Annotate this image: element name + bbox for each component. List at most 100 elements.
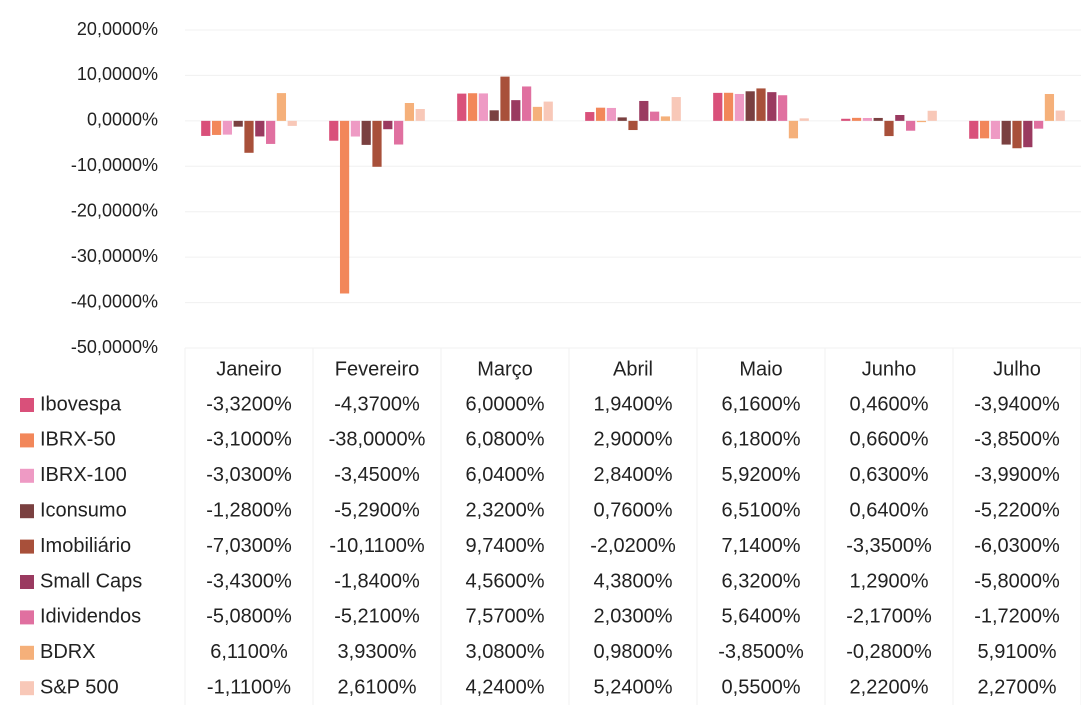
bar bbox=[969, 120, 979, 139]
table-value: -38,0000% bbox=[329, 429, 426, 451]
legend-label: Idividendos bbox=[40, 606, 141, 628]
table-value: 6,1100% bbox=[210, 641, 288, 663]
table-value: -1,8400% bbox=[334, 570, 420, 592]
table-value: 9,7400% bbox=[466, 535, 545, 557]
table-value: 6,0400% bbox=[466, 464, 545, 486]
bar bbox=[211, 120, 222, 135]
table-value: 2,3200% bbox=[466, 499, 545, 521]
bar bbox=[990, 120, 1000, 139]
table-value: -5,2200% bbox=[974, 499, 1060, 521]
legend-label: IBRX-50 bbox=[40, 429, 116, 451]
bar bbox=[415, 109, 425, 121]
table-value: -3,9900% bbox=[974, 464, 1060, 486]
table-value: -5,8000% bbox=[974, 570, 1060, 592]
table-value: -3,0300% bbox=[206, 464, 292, 486]
legend-swatch bbox=[20, 681, 34, 696]
table-value: 1,2900% bbox=[850, 570, 929, 592]
bar bbox=[1001, 120, 1011, 145]
bar bbox=[756, 88, 766, 121]
bar bbox=[511, 100, 521, 121]
legend-swatch bbox=[20, 575, 34, 589]
y-tick-label: 0,0000% bbox=[87, 110, 158, 130]
bar bbox=[873, 117, 883, 121]
legend-label: IBRX-100 bbox=[40, 464, 127, 486]
bar bbox=[799, 118, 809, 121]
bar bbox=[1023, 120, 1033, 148]
table-value: -3,3200% bbox=[206, 393, 292, 415]
table-value: -3,4300% bbox=[206, 570, 292, 592]
table-value: 0,6300% bbox=[850, 464, 929, 486]
table-value: 5,9200% bbox=[722, 464, 801, 486]
y-tick-label: -50,0000% bbox=[71, 337, 158, 357]
table-value: 6,1800% bbox=[722, 429, 801, 451]
bar bbox=[361, 120, 371, 145]
bar bbox=[478, 93, 488, 121]
table-value: 0,9800% bbox=[594, 641, 673, 663]
table-value: 0,6400% bbox=[850, 499, 929, 521]
x-tick-label: Julho bbox=[993, 358, 1041, 380]
table-value: -3,9400% bbox=[974, 393, 1060, 415]
table-value: 3,9300% bbox=[338, 641, 417, 663]
table-value: 5,2400% bbox=[594, 676, 673, 698]
bar bbox=[339, 120, 350, 294]
legend-label: Ibovespa bbox=[40, 393, 122, 415]
bar bbox=[394, 120, 404, 145]
bar bbox=[906, 120, 916, 131]
bar bbox=[467, 93, 478, 121]
table-value: -5,0800% bbox=[206, 606, 292, 628]
bar bbox=[788, 120, 799, 139]
bar bbox=[734, 93, 744, 121]
legend-label: S&P 500 bbox=[40, 676, 119, 698]
table-value: -2,0200% bbox=[590, 535, 676, 557]
legend-swatch bbox=[20, 504, 34, 519]
table-value: -1,1100% bbox=[207, 676, 291, 698]
table-value: -6,0300% bbox=[974, 535, 1060, 557]
table-value: -3,1000% bbox=[206, 429, 292, 451]
bar bbox=[1055, 110, 1065, 121]
bar bbox=[862, 117, 872, 121]
legend-swatch bbox=[20, 468, 34, 483]
bar bbox=[404, 103, 415, 121]
table-value: 7,1400% bbox=[722, 535, 801, 557]
bar bbox=[372, 120, 382, 167]
bar bbox=[543, 101, 553, 121]
bar bbox=[287, 120, 297, 126]
bar bbox=[255, 120, 265, 137]
bar bbox=[979, 120, 990, 139]
bar bbox=[628, 120, 638, 131]
bar bbox=[595, 107, 606, 121]
y-tick-label: -30,0000% bbox=[71, 246, 158, 266]
bar bbox=[841, 118, 851, 121]
bar bbox=[266, 120, 276, 144]
bar bbox=[1044, 94, 1055, 121]
table-value: -1,7200% bbox=[974, 606, 1060, 628]
bar bbox=[1012, 120, 1022, 149]
y-tick-label: -40,0000% bbox=[71, 291, 158, 311]
bar bbox=[1034, 120, 1044, 129]
bar bbox=[489, 110, 499, 121]
legend-swatch bbox=[20, 645, 34, 660]
bar bbox=[884, 120, 894, 137]
table-value: -5,2100% bbox=[334, 606, 420, 628]
x-tick-label: Março bbox=[477, 358, 533, 380]
table-value: -5,2900% bbox=[334, 499, 420, 521]
table-value: 5,6400% bbox=[722, 606, 801, 628]
table-value: 6,0800% bbox=[466, 429, 545, 451]
bar bbox=[723, 92, 734, 121]
y-tick-label: -20,0000% bbox=[71, 200, 158, 220]
y-tick-label: 10,0000% bbox=[77, 64, 158, 84]
bar bbox=[606, 107, 616, 121]
bar bbox=[650, 111, 660, 121]
table-value: 3,0800% bbox=[466, 641, 545, 663]
table-value: 4,3800% bbox=[594, 570, 673, 592]
table-value: -7,0300% bbox=[206, 535, 292, 557]
bar bbox=[350, 120, 360, 137]
x-tick-label: Maio bbox=[739, 358, 782, 380]
x-tick-label: Janeiro bbox=[216, 358, 282, 380]
table-value: 2,6100% bbox=[338, 676, 417, 698]
bar bbox=[585, 112, 595, 121]
legend-swatch bbox=[20, 539, 34, 554]
table-value: 6,0000% bbox=[466, 393, 545, 415]
legend-label: Iconsumo bbox=[40, 499, 127, 521]
table-value: 6,3200% bbox=[722, 570, 801, 592]
